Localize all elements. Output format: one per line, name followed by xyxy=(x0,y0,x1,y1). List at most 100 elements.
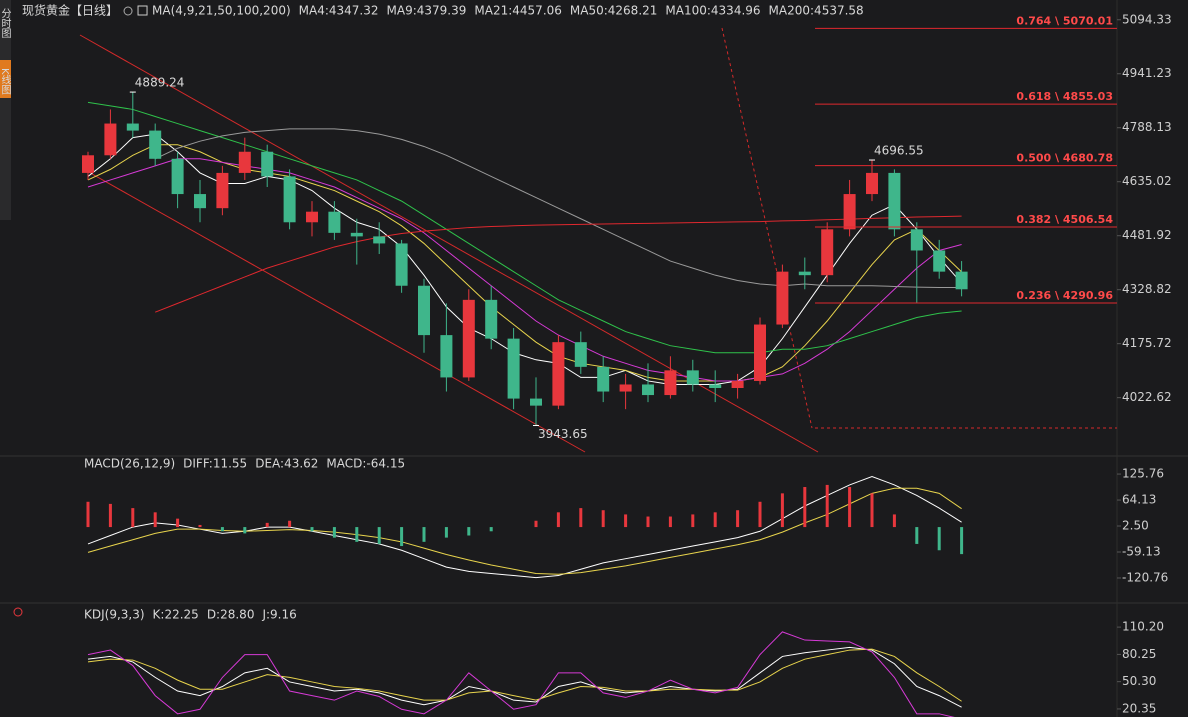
series-line xyxy=(87,101,962,354)
y-tick-label: 4635.02 xyxy=(1122,174,1172,188)
candle-body xyxy=(194,194,206,209)
macd-bar xyxy=(556,512,560,528)
macd-bar xyxy=(310,527,314,532)
series-line xyxy=(155,215,962,313)
macd-bar xyxy=(758,501,762,528)
y-tick-label: 4175.72 xyxy=(1122,336,1172,350)
panel: 0.764 \ 5070.01 0.618 \ 4855.03 0.500 \ 46… xyxy=(82,14,1117,441)
candle-body xyxy=(888,172,901,230)
macd-bar xyxy=(220,527,224,532)
macd-bar xyxy=(332,527,336,538)
candle-body xyxy=(552,342,565,406)
candle-body xyxy=(843,194,856,230)
legend-entry: K:22.25 xyxy=(153,608,199,622)
macd-bar xyxy=(153,512,157,528)
macd-bar xyxy=(915,527,919,544)
annotation: 4889.24 xyxy=(135,76,185,90)
candle-body xyxy=(395,243,408,286)
panel xyxy=(86,475,964,579)
y-tick-label: -59.13 xyxy=(1122,544,1161,558)
candle-body xyxy=(350,232,363,237)
y-tick-label: 20.35 xyxy=(1122,701,1156,715)
macd-bar xyxy=(288,520,292,528)
macd-bar xyxy=(489,527,493,532)
candle-body xyxy=(104,123,117,156)
series-line xyxy=(87,646,962,708)
sidebar-tab[interactable]: 分时图 xyxy=(0,8,11,39)
y-tick-label: 4328.82 xyxy=(1122,282,1172,296)
series-line xyxy=(87,133,962,385)
candle-body xyxy=(373,236,386,244)
candle-body xyxy=(485,299,498,339)
y-tick-label: 4941.23 xyxy=(1122,66,1172,80)
candle-body xyxy=(440,335,453,378)
channel-line xyxy=(84,169,586,453)
candle-body xyxy=(283,176,296,223)
panel-icon[interactable] xyxy=(13,607,23,617)
series-line xyxy=(87,487,962,575)
icon[interactable] xyxy=(137,5,148,16)
legend-entry: MA21:4457.06 xyxy=(474,4,562,18)
macd-bar xyxy=(825,484,829,528)
y-tick-label: 50.30 xyxy=(1122,674,1156,688)
series-line xyxy=(87,631,955,717)
candle-body xyxy=(574,342,587,367)
legend-entry: D:28.80 xyxy=(207,608,255,622)
macd-bar xyxy=(108,503,112,528)
sidebar-tab[interactable]: K线图 xyxy=(0,68,11,95)
candle-body xyxy=(216,172,229,209)
legend-entry: MA9:4379.39 xyxy=(387,4,467,18)
legend-entry: DIFF:11.55 xyxy=(183,457,247,471)
y-tick-label: 4481.92 xyxy=(1122,228,1172,242)
candle-body xyxy=(642,384,654,396)
macd-bar xyxy=(86,501,90,528)
macd-bar xyxy=(355,527,359,542)
indicator-title: MA(4,9,21,50,100,200) xyxy=(152,4,291,18)
legend-entry: MA100:4334.96 xyxy=(665,4,760,18)
macd-bar xyxy=(601,510,605,528)
y-tick-label: 2.50 xyxy=(1122,519,1149,533)
macd-bar xyxy=(780,493,784,528)
candle-body xyxy=(238,151,251,173)
legend-entry: MA50:4268.21 xyxy=(570,4,658,18)
indicator-title: MACD(26,12,9) xyxy=(84,457,175,471)
macd-bar xyxy=(713,512,717,528)
y-tick-label: 80.25 xyxy=(1122,647,1156,661)
icon[interactable] xyxy=(123,6,133,16)
candle-body xyxy=(754,324,766,381)
series-line xyxy=(154,128,962,289)
legend-entry: MA200:4537.58 xyxy=(769,4,864,18)
macd-bar xyxy=(467,527,471,536)
macd-bar xyxy=(937,527,941,551)
candle-body xyxy=(933,250,946,272)
candle-body xyxy=(798,271,811,276)
series-line xyxy=(87,158,962,382)
candle-body xyxy=(328,211,341,233)
chart-title: 现货黄金 xyxy=(22,3,70,18)
y-tick-label: -120.76 xyxy=(1122,570,1168,584)
macd-bar xyxy=(892,514,896,528)
series-line xyxy=(87,648,962,702)
candle-body xyxy=(82,155,94,173)
candle-body xyxy=(866,172,878,195)
macd-bar xyxy=(176,518,180,528)
macd-bar xyxy=(265,522,269,528)
candle-body xyxy=(955,271,968,290)
macd-bar xyxy=(534,520,538,528)
candle-body xyxy=(686,370,699,385)
candle-body xyxy=(597,366,610,392)
macd-bar xyxy=(624,514,628,528)
fib-label: 0.236 \ 4290.96 xyxy=(1016,289,1113,302)
macd-bar xyxy=(960,527,964,555)
legend-entry: MACD:-64.15 xyxy=(326,457,405,471)
macd-bar xyxy=(422,527,426,542)
legend-entry: J:9.16 xyxy=(261,608,296,622)
candle-body xyxy=(776,271,789,325)
candle-body xyxy=(462,299,475,378)
y-tick-label: 125.76 xyxy=(1122,467,1164,481)
candle-body xyxy=(664,370,677,396)
macd-bar xyxy=(400,527,404,547)
y-tick-label: 5094.33 xyxy=(1122,12,1172,26)
panel xyxy=(87,631,962,717)
